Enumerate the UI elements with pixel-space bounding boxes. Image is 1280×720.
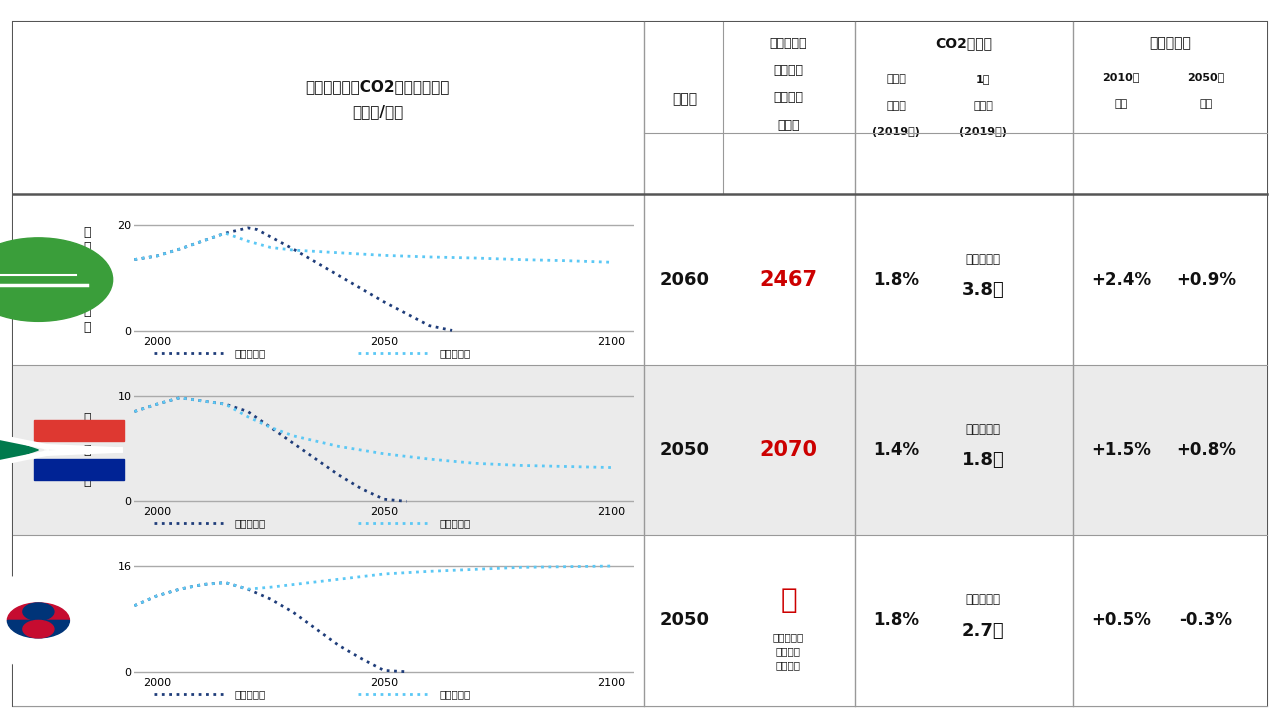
Text: 1.8%: 1.8%: [873, 611, 919, 629]
Text: 2060: 2060: [659, 271, 710, 289]
Bar: [13, 22, 1267, 194]
Text: ビ: ビ: [83, 305, 91, 318]
Text: ア: ア: [83, 320, 91, 333]
Text: ア: ア: [83, 273, 91, 286]
Text: +0.5%: +0.5%: [1092, 611, 1151, 629]
Text: の割合: の割合: [886, 101, 906, 111]
Text: 実績ペース: 実績ペース: [439, 348, 470, 358]
Wedge shape: [8, 621, 69, 638]
Text: 達成年: 達成年: [777, 119, 800, 132]
Text: 当たり: 当たり: [973, 101, 993, 111]
Bar: [35, 459, 124, 480]
Polygon shape: [0, 423, 38, 477]
Text: 1.8倍: 1.8倍: [961, 451, 1005, 469]
Text: 世界平均の: 世界平均の: [965, 253, 1001, 266]
Text: ジ: ジ: [83, 257, 91, 270]
Text: 目標年: 目標年: [672, 92, 698, 107]
Text: サ: サ: [83, 225, 91, 238]
Text: +2.4%: +2.4%: [1092, 271, 1151, 289]
Text: 2050年: 2050年: [1187, 72, 1225, 82]
Text: ア: ア: [83, 428, 91, 441]
Text: 国: 国: [83, 622, 91, 635]
Text: 2010年: 2010年: [1102, 72, 1140, 82]
Text: 一人当たりのCO2排出量の推移: 一人当たりのCO2排出量の推移: [306, 79, 449, 94]
Text: 実績ペース: 実績ペース: [439, 688, 470, 698]
Text: 現状維持: 現状維持: [773, 64, 804, 77]
Text: 2050: 2050: [659, 611, 710, 629]
Text: カ: カ: [83, 475, 91, 488]
Text: まで: まで: [1199, 99, 1212, 109]
Bar: [13, 194, 1267, 365]
Text: -0.3%: -0.3%: [1179, 611, 1233, 629]
Text: 人口成長率: 人口成長率: [1149, 36, 1190, 50]
Text: 目標ペース: 目標ペース: [234, 688, 265, 698]
Text: (2019年): (2019年): [959, 127, 1007, 138]
Text: 以来: 以来: [1115, 99, 1128, 109]
Text: 2050: 2050: [659, 441, 710, 459]
Text: 世界平均の: 世界平均の: [965, 423, 1001, 436]
Text: 3.8倍: 3.8倍: [961, 281, 1005, 299]
Text: 1.8%: 1.8%: [873, 271, 919, 289]
Text: 南: 南: [83, 412, 91, 425]
Text: ネットゼロ: ネットゼロ: [769, 37, 808, 50]
Text: の場合の: の場合の: [773, 91, 804, 104]
Text: 2.7倍: 2.7倍: [961, 621, 1005, 639]
Text: 2467: 2467: [759, 269, 818, 289]
Text: 2070: 2070: [759, 440, 818, 460]
Text: +1.5%: +1.5%: [1092, 441, 1151, 459]
Wedge shape: [8, 603, 69, 621]
Text: 1.4%: 1.4%: [873, 441, 919, 459]
Text: 全世界: 全世界: [886, 74, 906, 84]
Circle shape: [0, 575, 120, 666]
Text: +0.8%: +0.8%: [1176, 441, 1235, 459]
Text: ラ: ラ: [83, 289, 91, 302]
Circle shape: [23, 603, 54, 621]
Text: ウ: ウ: [83, 241, 91, 254]
Circle shape: [23, 621, 54, 638]
Text: 一人当たり
排出量は
増加傾向: 一人当たり 排出量は 増加傾向: [773, 632, 804, 670]
Text: +0.9%: +0.9%: [1176, 271, 1235, 289]
Circle shape: [0, 238, 113, 321]
Text: 実績ペース: 実績ペース: [439, 518, 470, 528]
Text: リ: リ: [83, 459, 91, 472]
Text: CO2排出量: CO2排出量: [936, 36, 992, 50]
Text: 1人: 1人: [975, 74, 991, 84]
Text: 目標ペース: 目標ペース: [234, 348, 265, 358]
Text: 世界平均の: 世界平均の: [965, 593, 1001, 606]
Text: 韓: 韓: [83, 606, 91, 619]
Bar: [35, 420, 124, 441]
Text: (2019年): (2019年): [872, 127, 920, 138]
Text: フ: フ: [83, 444, 91, 456]
Text: 目標ペース: 目標ペース: [234, 518, 265, 528]
Bar: [13, 535, 1267, 706]
Bar: [13, 365, 1267, 535]
Text: ！: ！: [781, 586, 796, 614]
Text: （トン/年）: （トン/年）: [352, 104, 403, 119]
